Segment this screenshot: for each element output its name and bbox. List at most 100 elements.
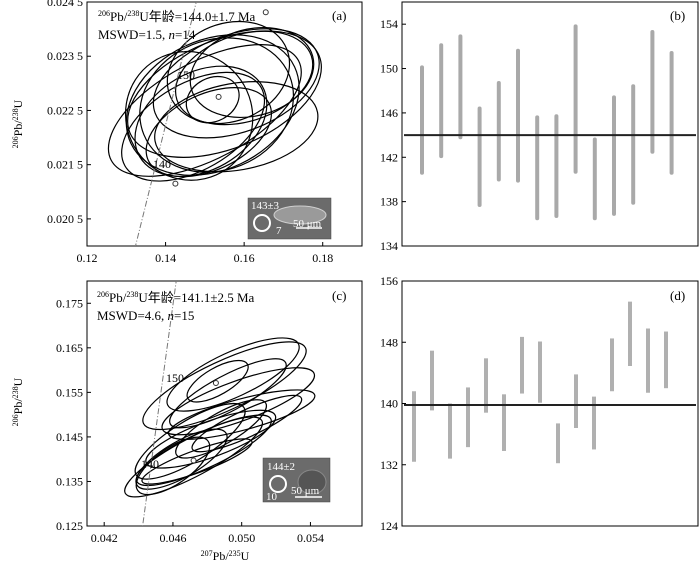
panel-c-error-ellipse-6	[134, 403, 246, 480]
panel-a-error-ellipse-8	[189, 26, 315, 119]
panel-a-spot-circle	[253, 214, 271, 232]
panel-a-concordia-label-150: 150	[177, 68, 195, 82]
panel-b-y-tick-label: 142	[380, 150, 398, 164]
panel-a-error-ellipse-9	[121, 71, 266, 182]
panel-a-concordia-label-140: 140	[153, 157, 171, 171]
panel-b-y-tick-label: 150	[380, 62, 398, 76]
panel-a-ticks: 0.12 0.14 0.16 0.18 0.020 5 0.021 5 0.022 5 0.0…	[47, 0, 333, 265]
panel-c-error-ellipse-12	[141, 438, 253, 485]
panel-d-y-tick-label: 124	[380, 519, 398, 533]
panel-c-label: (c)	[332, 288, 346, 303]
panel-a-y-tick-label: 0.020 5	[47, 212, 83, 226]
panel-c-age-annotation: 206Pb/238U年龄=141.1±2.5 Ma	[97, 290, 255, 305]
panel-c-y-tick-label: 0.145	[56, 430, 83, 444]
panel-c-x-tick-label: 0.054	[297, 531, 324, 545]
panel-a-y-tick-label: 0.023 5	[47, 49, 83, 63]
panel-c-x-tick-label: 0.046	[159, 531, 186, 545]
panel-a-inset-age: 143±3	[251, 200, 280, 212]
panel-a-label: (a)	[332, 8, 346, 23]
panel-a-mswd-annotation: MSWD=1.5, n=14	[98, 27, 196, 42]
panel-c-error-ellipse-11	[135, 436, 211, 496]
panel-a-concordia-line	[134, 2, 197, 246]
panel-a-y-tick-label: 0.024 5	[47, 0, 83, 9]
panel-c-y-tick-label: 0.135	[56, 474, 83, 488]
panel-a-concordia-point-1	[172, 180, 179, 187]
panel-c-x-tick-label: 0.050	[228, 531, 255, 545]
panel-c-frame	[86, 280, 363, 527]
panel-c-ticks: 0.042 0.046 0.050 0.054 0.125 0.135 0.145 0.155…	[56, 296, 324, 545]
panel-a-frame	[86, 1, 363, 247]
panel-a-error-ellipse-10	[124, 50, 254, 181]
panel-b-bars	[420, 24, 674, 221]
panel-c-x-tick-label: 0.042	[91, 531, 118, 545]
panel-c-error-ellipse-5	[167, 389, 316, 440]
panel-d: 124 132 140 148 156 (d)	[380, 274, 699, 533]
panel-c-inset-spot: 10	[266, 491, 278, 503]
panel-c-error-ellipse-2	[166, 337, 300, 412]
panel-a-concordia-point-2	[215, 93, 222, 100]
panel-a-x-tick-label: 0.12	[77, 251, 98, 265]
panel-c: 0.042 0.046 0.050 0.054 0.125 0.135 0.145 0.155…	[11, 280, 363, 563]
panel-c-mswd-annotation: MSWD=4.6, n=15	[97, 308, 194, 323]
panel-c-ylabel: 206Pb/238U	[11, 377, 25, 426]
panel-a-concordia-point-3	[262, 9, 269, 16]
panel-c-error-ellipse-14	[191, 394, 303, 453]
panel-d-ticks: 124 132 140 148 156	[380, 274, 406, 533]
panel-b: 134 138 142 146 150 154 (b)	[380, 1, 699, 253]
panel-c-zircon-grain	[297, 469, 327, 495]
panel-c-error-ellipse-15	[186, 359, 249, 403]
panel-a-ylabel: 206Pb/238U	[11, 99, 25, 148]
panel-c-error-ellipse-1	[142, 341, 307, 431]
panel-c-inset-age: 144±2	[267, 461, 295, 473]
panel-a-zircon-grain	[273, 205, 327, 225]
panel-a-y-tick-label: 0.022 5	[47, 103, 83, 117]
panel-b-y-tick-label: 146	[380, 106, 398, 120]
panel-b-y-tick-label: 154	[380, 17, 398, 31]
panel-a-concordia-points	[172, 9, 269, 187]
panel-d-y-tick-label: 140	[380, 397, 398, 411]
panel-c-error-ellipse-13	[175, 399, 267, 459]
panel-c-error-ellipse-9	[124, 416, 264, 498]
panel-c-y-tick-label: 0.165	[56, 341, 83, 355]
panel-a-age-annotation: 206Pb/238U年龄=144.0±1.7 Ma	[98, 9, 256, 24]
panel-c-concordia-point-1	[190, 457, 197, 464]
panel-a-error-ellipse-12	[154, 81, 319, 173]
panel-a-x-tick-label: 0.18	[312, 251, 333, 265]
panel-d-bars	[412, 301, 668, 464]
panel-c-concordia-points	[190, 380, 219, 464]
panel-a-error-ellipse-14	[185, 75, 240, 124]
panel-c-xlabel: 207Pb/235U	[201, 549, 250, 563]
panel-a-y-tick-label: 0.021 5	[47, 158, 83, 172]
panel-a-x-tick-label: 0.14	[155, 251, 176, 265]
panel-c-zircon-inset: 144±2 10 50 μm	[262, 457, 331, 503]
panel-d-frame	[401, 280, 699, 527]
panel-d-y-tick-label: 132	[380, 458, 398, 472]
panel-d-label: (d)	[670, 288, 685, 303]
panel-d-y-tick-label: 148	[380, 335, 398, 349]
panel-a-error-ellipse-6	[174, 30, 314, 126]
panel-b-y-tick-label: 134	[380, 239, 398, 253]
panel-c-concordia-label-140: 140	[141, 457, 159, 471]
panel-c-concordia-point-2	[212, 380, 219, 387]
panel-a: 0.12 0.14 0.16 0.18 0.020 5 0.021 5 0.022 5 0.0…	[11, 0, 363, 265]
panel-a-x-tick-label: 0.16	[234, 251, 255, 265]
panel-c-concordia-line	[142, 281, 177, 526]
panel-b-label: (b)	[670, 8, 685, 23]
panel-c-concordia-label-150: 150	[166, 371, 184, 385]
panel-a-error-ellipse-11	[139, 37, 295, 173]
panel-b-y-tick-label: 138	[380, 195, 398, 209]
panel-c-y-tick-label: 0.155	[56, 385, 83, 399]
panel-c-error-ellipse-4	[169, 358, 287, 429]
panel-a-error-ellipse-1	[107, 43, 302, 177]
panel-c-spot-circle	[269, 475, 287, 493]
panel-a-error-ellipse-13	[145, 87, 273, 178]
panel-c-scale-label: 50 μm	[291, 485, 320, 497]
panel-c-y-tick-label: 0.175	[56, 296, 83, 310]
panel-c-error-ellipse-10	[145, 409, 277, 469]
panel-c-error-ellipse-3	[161, 367, 316, 436]
panel-a-error-ellipse-4	[134, 65, 268, 177]
panel-b-ticks: 134 138 142 146 150 154	[380, 17, 406, 253]
panel-c-y-tick-label: 0.125	[56, 519, 83, 533]
panel-c-ellipses	[124, 337, 316, 498]
